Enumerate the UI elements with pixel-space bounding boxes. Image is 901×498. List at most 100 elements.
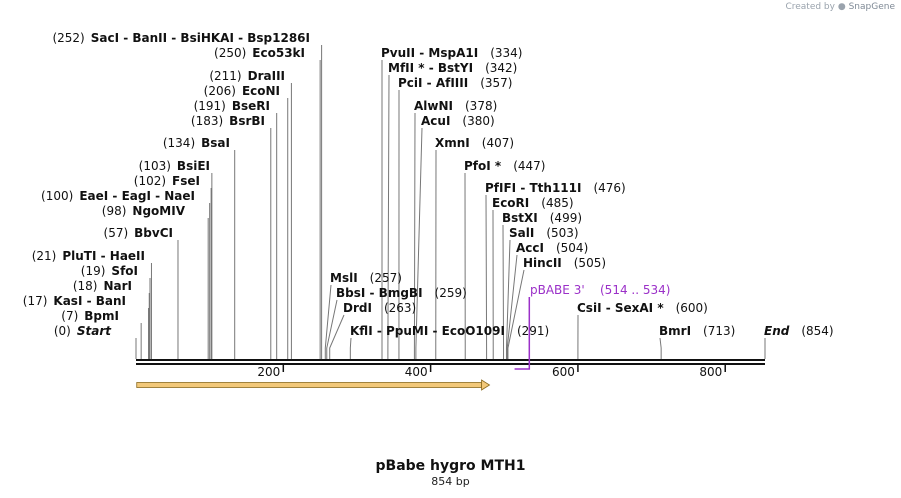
enzyme-leader-line: [324, 284, 332, 359]
tick-label: 200: [257, 365, 280, 379]
enzyme-name[interactable]: BseRI: [232, 99, 270, 113]
enzyme-name[interactable]: SacI - BanII - BsiHKAI - Bsp1286I: [91, 31, 310, 45]
enzyme-name[interactable]: BsrBI: [229, 114, 265, 128]
enzyme-name[interactable]: BpmI: [84, 309, 119, 323]
enzyme-position: (504): [556, 241, 588, 255]
enzyme-name[interactable]: PfIFI - Tth111I: [485, 181, 581, 195]
enzyme-leader-line: [502, 224, 505, 359]
enzyme-position: (0): [54, 324, 71, 338]
enzyme-name[interactable]: PciI - AfIIII: [398, 76, 468, 90]
position-ticks: 200 400 600 800: [257, 364, 726, 379]
enzyme-position: (7): [61, 309, 78, 323]
enzyme-name[interactable]: CsiI - SexAI *: [577, 301, 664, 315]
enzyme-leader-line: [349, 337, 352, 359]
enzyme-position: (18): [73, 279, 98, 293]
enzyme-name[interactable]: BbsI - BmgBI: [336, 286, 423, 300]
enzyme-position: (505): [574, 256, 606, 270]
enzyme-position: (499): [550, 211, 582, 225]
dna-backbone: [136, 359, 765, 365]
enzyme-labels: SacI - BanII - BsiHKAI - Bsp1286I (252) Ec…: [23, 31, 834, 338]
enzyme-name[interactable]: DraIII: [248, 69, 285, 83]
enzyme-position: (183): [191, 114, 223, 128]
snapgene-watermark: Created by ● SnapGene: [785, 2, 895, 12]
enzyme-position: (291): [517, 324, 549, 338]
enzyme-leader-line: [326, 299, 338, 359]
snapgene-logo-icon: ●: [837, 2, 846, 12]
enzyme-leader-line: [659, 337, 662, 359]
enzyme-leader-line: [505, 239, 511, 359]
enzyme-leader-lines: [135, 45, 766, 359]
enzyme-leader-line: [413, 112, 416, 359]
enzyme-leader-line: [415, 127, 423, 359]
tick-label: 400: [405, 365, 428, 379]
enzyme-position: (357): [480, 76, 512, 90]
enzyme-name[interactable]: NgoMIV: [132, 204, 185, 218]
enzyme-name[interactable]: KasI - BanI: [53, 294, 126, 308]
map-title: pBabe hygro MTH1: [375, 458, 526, 474]
enzyme-name[interactable]: PfoI *: [464, 159, 502, 173]
primer-name[interactable]: pBABE 3': [530, 283, 585, 297]
map-length: 854 bp: [431, 475, 470, 488]
enzyme-position: (342): [485, 61, 517, 75]
enzyme-name[interactable]: MfII * - BstYI: [388, 61, 473, 75]
enzyme-name[interactable]: EcoRI: [492, 196, 529, 210]
orf-arrow-body: [136, 382, 482, 388]
enzyme-position: (259): [435, 286, 467, 300]
primer-range: (514 .. 534): [600, 283, 670, 297]
enzyme-name[interactable]: AccI: [516, 241, 544, 255]
enzyme-name[interactable]: EaeI - EagI - NaeI: [79, 189, 195, 203]
enzyme-name[interactable]: KflI - PpuMI - EcoO109I: [350, 324, 505, 338]
enzyme-position: (447): [513, 159, 545, 173]
enzyme-name[interactable]: BsiEI: [177, 159, 210, 173]
enzyme-position: (19): [81, 264, 106, 278]
enzyme-name[interactable]: BmrI: [659, 324, 691, 338]
enzyme-position: (17): [23, 294, 48, 308]
enzyme-name[interactable]: SalI: [509, 226, 534, 240]
primer-bracket: [514, 297, 531, 370]
enzyme-name[interactable]: EcoNI: [242, 84, 280, 98]
enzyme-leader-line: [507, 269, 525, 359]
enzyme-position: (407): [482, 136, 514, 150]
primer-feature[interactable]: pBABE 3' (514 .. 534): [514, 283, 671, 370]
enzyme-position: (713): [703, 324, 735, 338]
enzyme-leader-line: [485, 194, 488, 359]
enzyme-position: (102): [134, 174, 166, 188]
enzyme-position: (252): [52, 31, 84, 45]
enzyme-name[interactable]: PvuII - MspA1I: [381, 46, 478, 60]
enzyme-position: (98): [102, 204, 127, 218]
enzyme-position: (503): [546, 226, 578, 240]
enzyme-name[interactable]: MslI: [330, 271, 358, 285]
watermark-brand: SnapGene: [848, 2, 895, 12]
enzyme-name[interactable]: BbvCI: [134, 226, 173, 240]
enzyme-name[interactable]: HincII: [523, 256, 562, 270]
enzyme-name[interactable]: Start: [77, 324, 112, 338]
enzyme-name[interactable]: XmnI: [435, 136, 470, 150]
enzyme-name[interactable]: PluTI - HaeII: [62, 249, 145, 263]
enzyme-name[interactable]: FseI: [172, 174, 200, 188]
orf-arrow[interactable]: [136, 379, 491, 391]
enzyme-name[interactable]: DrdI: [343, 301, 372, 315]
enzyme-position: (600): [676, 301, 708, 315]
enzyme-position: (206): [204, 84, 236, 98]
enzyme-position: (257): [370, 271, 402, 285]
enzyme-name[interactable]: AcuI: [421, 114, 450, 128]
enzyme-position: (263): [384, 301, 416, 315]
enzyme-position: (250): [214, 46, 246, 60]
enzyme-name[interactable]: AlwNI: [414, 99, 453, 113]
enzyme-position: (57): [104, 226, 129, 240]
tick-label: 600: [552, 365, 575, 379]
enzyme-name[interactable]: SfoI: [111, 264, 138, 278]
watermark-prefix: Created by: [785, 2, 835, 12]
enzyme-position: (100): [41, 189, 73, 203]
enzyme-position: (21): [32, 249, 57, 263]
enzyme-name[interactable]: Eco53kI: [252, 46, 305, 60]
enzyme-name[interactable]: End: [764, 324, 790, 338]
enzyme-position: (211): [209, 69, 241, 83]
enzyme-name[interactable]: NarI: [103, 279, 132, 293]
enzyme-name[interactable]: BsaI: [201, 136, 230, 150]
enzyme-position: (103): [139, 159, 171, 173]
orf-arrow-head: [481, 379, 491, 391]
enzyme-position: (380): [462, 114, 494, 128]
enzyme-name[interactable]: BstXI: [502, 211, 538, 225]
